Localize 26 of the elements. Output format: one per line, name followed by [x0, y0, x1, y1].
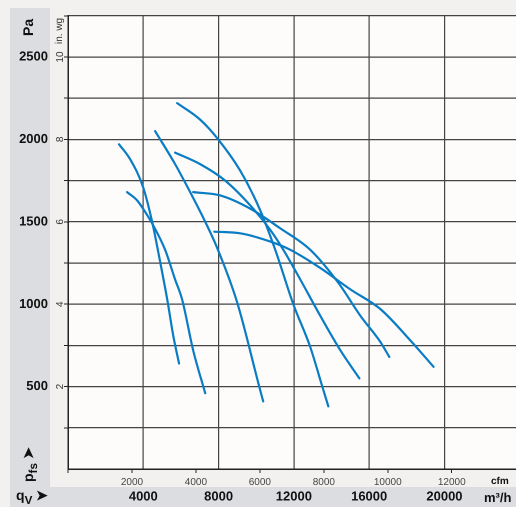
x2-axis-title: cfm [491, 476, 509, 487]
y2-axis-title: in. wg [54, 18, 65, 44]
y-tick-label: 2000 [19, 130, 48, 146]
x2-tick-label: 6000 [248, 476, 272, 488]
x2-tick-label: 4000 [184, 476, 208, 488]
x2-tick-label: 8000 [312, 476, 336, 488]
x-tick-label: 20000 [426, 488, 463, 504]
x2-tick-label: 12000 [438, 476, 466, 488]
y2-tick-label: 4 [54, 300, 66, 307]
y2-tick-label: 8 [54, 136, 66, 142]
y-tick-label: 1500 [19, 213, 48, 228]
y-tick-label: 1000 [19, 296, 48, 311]
x2-tick-label: 10000 [374, 476, 402, 488]
y2-tick-label: 2 [54, 383, 66, 390]
x-tick-label: 8000 [204, 488, 234, 504]
y-tick-label: 500 [26, 378, 48, 394]
y2-tick-label: 6 [54, 218, 66, 225]
y-tick-label: 2500 [19, 48, 48, 64]
x2-tick-label: 2000 [120, 476, 144, 488]
x-tick-label: 12000 [276, 488, 312, 504]
x-tick-label: 16000 [351, 488, 388, 504]
text: q$_{V}$ ➤ [16, 487, 48, 507]
x-tick-label: 4000 [128, 488, 158, 504]
y-axis-title: Pa [20, 18, 36, 36]
x-axis-title: m³/h [484, 490, 512, 505]
y2-tick-label: 10 [54, 51, 66, 63]
